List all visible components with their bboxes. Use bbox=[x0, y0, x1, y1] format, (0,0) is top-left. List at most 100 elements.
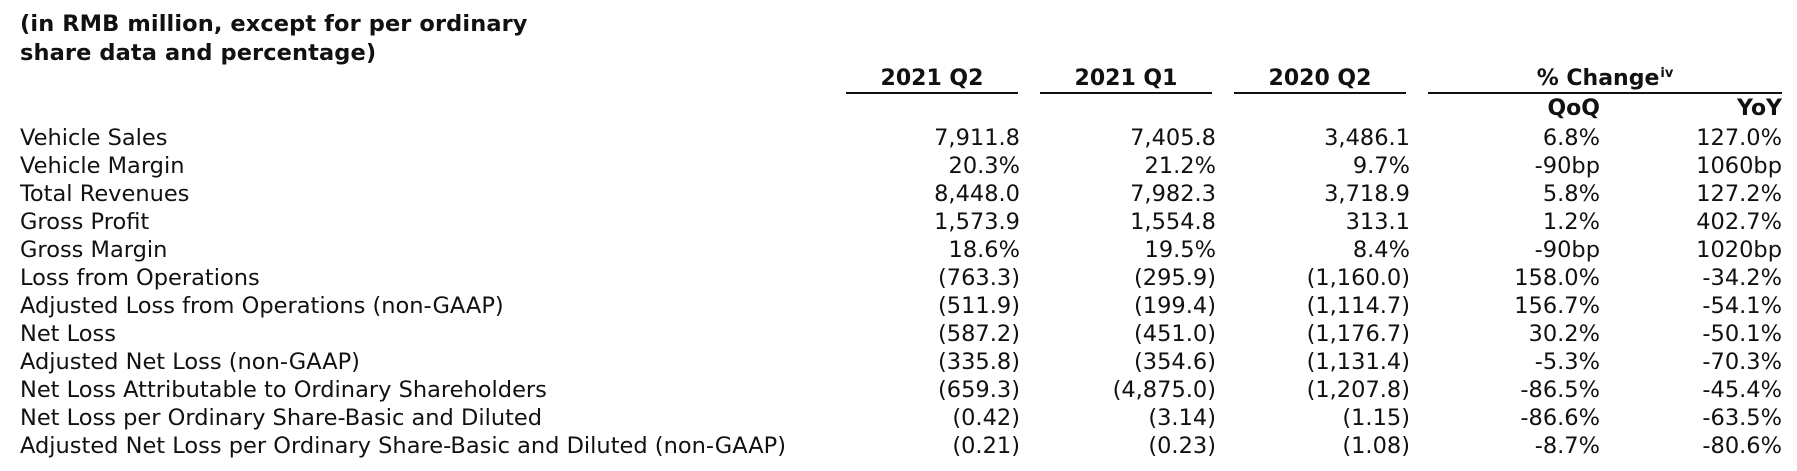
cell-2021-q2: (0.21) bbox=[952, 433, 1020, 459]
cell-yoy: 1060bp bbox=[1696, 153, 1782, 179]
row-label: Gross Margin bbox=[20, 237, 168, 263]
cell-yoy: -63.5% bbox=[1702, 405, 1782, 431]
cell-2020-q2: 3,718.9 bbox=[1324, 181, 1410, 207]
cell-yoy: -70.3% bbox=[1702, 349, 1782, 375]
cell-2020-q2: 8.4% bbox=[1352, 237, 1410, 263]
cell-qoq: -86.6% bbox=[1520, 405, 1600, 431]
cell-yoy: -34.2% bbox=[1702, 265, 1782, 291]
row-label: Gross Profit bbox=[20, 209, 150, 235]
cell-2021-q1: 21.2% bbox=[1144, 153, 1216, 179]
cell-qoq: -5.3% bbox=[1534, 349, 1600, 375]
row-label: Adjusted Net Loss (non-GAAP) bbox=[20, 349, 360, 375]
caption-line-2: share data and percentage) bbox=[20, 40, 377, 66]
cell-yoy: -50.1% bbox=[1702, 321, 1782, 347]
cell-qoq: 158.0% bbox=[1514, 265, 1600, 291]
cell-qoq: 1.2% bbox=[1542, 209, 1600, 235]
column-header-2021-q1: 2021 Q1 bbox=[1074, 66, 1178, 91]
row-label: Vehicle Sales bbox=[20, 125, 168, 151]
caption-line-1: (in RMB million, except for per ordinary bbox=[20, 11, 528, 37]
cell-2020-q2: 313.1 bbox=[1345, 209, 1410, 235]
column-subheader-qoq: QoQ bbox=[1547, 96, 1600, 121]
cell-2021-q1: 19.5% bbox=[1144, 237, 1216, 263]
cell-2021-q2: 18.6% bbox=[948, 237, 1020, 263]
cell-2021-q2: (511.9) bbox=[938, 293, 1020, 319]
cell-qoq: 30.2% bbox=[1528, 321, 1600, 347]
cell-yoy: 402.7% bbox=[1696, 209, 1782, 235]
cell-yoy: -80.6% bbox=[1702, 433, 1782, 459]
cell-qoq: 6.8% bbox=[1542, 125, 1600, 151]
cell-2021-q1: (4,875.0) bbox=[1112, 377, 1216, 403]
percent-change-label: % Change bbox=[1536, 66, 1660, 91]
cell-2021-q1: (0.23) bbox=[1148, 433, 1216, 459]
cell-yoy: 1020bp bbox=[1696, 237, 1782, 263]
cell-2020-q2: (1,160.0) bbox=[1306, 265, 1410, 291]
cell-2021-q2: 8,448.0 bbox=[934, 181, 1020, 207]
cell-qoq: -8.7% bbox=[1534, 433, 1600, 459]
cell-2020-q2: (1.08) bbox=[1342, 433, 1410, 459]
cell-2020-q2: (1,207.8) bbox=[1306, 377, 1410, 403]
table-row: Net Loss (587.2) (451.0) (1,176.7) 30.2%… bbox=[0, 320, 1797, 348]
cell-2021-q1: (451.0) bbox=[1134, 321, 1216, 347]
footnote-marker: iv bbox=[1660, 66, 1674, 81]
cell-2021-q2: 20.3% bbox=[948, 153, 1020, 179]
table-row: Vehicle Sales 7,911.8 7,405.8 3,486.1 6.… bbox=[0, 124, 1797, 152]
cell-2020-q2: (1,176.7) bbox=[1306, 321, 1410, 347]
cell-2021-q2: (659.3) bbox=[938, 377, 1020, 403]
column-header-underline bbox=[846, 92, 1018, 94]
table-row: Adjusted Loss from Operations (non-GAAP)… bbox=[0, 292, 1797, 320]
row-label: Net Loss bbox=[20, 321, 116, 347]
row-label: Total Revenues bbox=[20, 181, 190, 207]
row-label: Adjusted Net Loss per Ordinary Share-Bas… bbox=[20, 433, 786, 459]
cell-2020-q2: 3,486.1 bbox=[1324, 125, 1410, 151]
cell-2021-q2: (0.42) bbox=[952, 405, 1020, 431]
cell-2021-q1: (199.4) bbox=[1134, 293, 1216, 319]
cell-2021-q1: (354.6) bbox=[1134, 349, 1216, 375]
table-row: Vehicle Margin 20.3% 21.2% 9.7% -90bp 10… bbox=[0, 152, 1797, 180]
table-row: Gross Profit 1,573.9 1,554.8 313.1 1.2% … bbox=[0, 208, 1797, 236]
cell-2021-q2: 7,911.8 bbox=[934, 125, 1020, 151]
cell-qoq: -90bp bbox=[1534, 153, 1600, 179]
cell-2021-q1: (295.9) bbox=[1134, 265, 1216, 291]
table-caption: (in RMB million, except for per ordinary… bbox=[20, 10, 528, 68]
cell-2021-q1: 1,554.8 bbox=[1130, 209, 1216, 235]
cell-2020-q2: (1,114.7) bbox=[1306, 293, 1410, 319]
table-row: Net Loss Attributable to Ordinary Shareh… bbox=[0, 376, 1797, 404]
column-header-2021-q2: 2021 Q2 bbox=[880, 66, 984, 91]
cell-yoy: -54.1% bbox=[1702, 293, 1782, 319]
column-header-underline bbox=[1428, 92, 1782, 94]
cell-2020-q2: (1,131.4) bbox=[1306, 349, 1410, 375]
column-header-2020-q2: 2020 Q2 bbox=[1268, 66, 1372, 91]
row-label: Adjusted Loss from Operations (non-GAAP) bbox=[20, 293, 504, 319]
row-label: Net Loss Attributable to Ordinary Shareh… bbox=[20, 377, 547, 403]
cell-2021-q2: 1,573.9 bbox=[934, 209, 1020, 235]
cell-2020-q2: 9.7% bbox=[1352, 153, 1410, 179]
cell-2021-q1: 7,982.3 bbox=[1130, 181, 1216, 207]
cell-2021-q2: (587.2) bbox=[938, 321, 1020, 347]
cell-2021-q1: (3.14) bbox=[1148, 405, 1216, 431]
column-header-underline bbox=[1234, 92, 1406, 94]
row-label: Loss from Operations bbox=[20, 265, 260, 291]
table-row: Total Revenues 8,448.0 7,982.3 3,718.9 5… bbox=[0, 180, 1797, 208]
cell-yoy: 127.2% bbox=[1696, 181, 1782, 207]
row-label: Net Loss per Ordinary Share-Basic and Di… bbox=[20, 405, 543, 431]
table-row: Loss from Operations (763.3) (295.9) (1,… bbox=[0, 264, 1797, 292]
table-row: Gross Margin 18.6% 19.5% 8.4% -90bp 1020… bbox=[0, 236, 1797, 264]
cell-yoy: -45.4% bbox=[1702, 377, 1782, 403]
row-label: Vehicle Margin bbox=[20, 153, 185, 179]
column-header-percent-change: % Changeiv bbox=[1428, 66, 1782, 92]
cell-2021-q2: (335.8) bbox=[938, 349, 1020, 375]
cell-qoq: -90bp bbox=[1534, 237, 1600, 263]
cell-yoy: 127.0% bbox=[1696, 125, 1782, 151]
cell-2021-q1: 7,405.8 bbox=[1130, 125, 1216, 151]
cell-qoq: -86.5% bbox=[1520, 377, 1600, 403]
cell-2021-q2: (763.3) bbox=[938, 265, 1020, 291]
cell-2020-q2: (1.15) bbox=[1342, 405, 1410, 431]
cell-qoq: 156.7% bbox=[1514, 293, 1600, 319]
column-header-underline bbox=[1040, 92, 1212, 94]
column-subheader-yoy: YoY bbox=[1737, 96, 1782, 121]
table-row: Adjusted Net Loss per Ordinary Share-Bas… bbox=[0, 432, 1797, 460]
table-row: Net Loss per Ordinary Share-Basic and Di… bbox=[0, 404, 1797, 432]
table-row: Adjusted Net Loss (non-GAAP) (335.8) (35… bbox=[0, 348, 1797, 376]
table-body: Vehicle Sales 7,911.8 7,405.8 3,486.1 6.… bbox=[0, 124, 1797, 460]
